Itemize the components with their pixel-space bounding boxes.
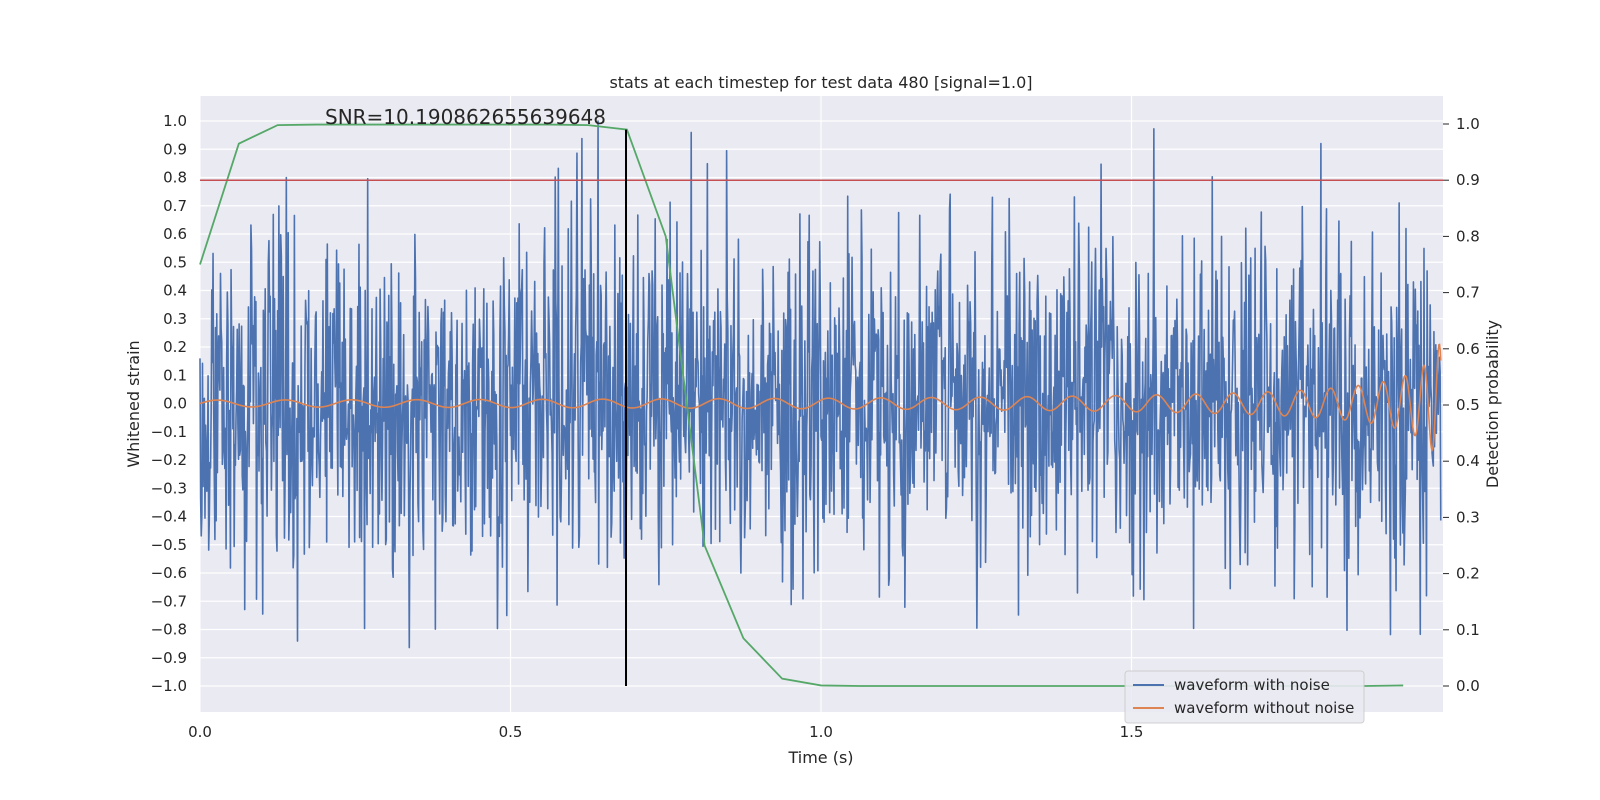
y-tick-label: 0.1 [163,366,187,384]
y-tick-label: −0.8 [151,621,187,639]
y-tick-label: 0.3 [163,310,187,328]
y-right-tick-label: 0.4 [1456,452,1480,470]
y-right-tick-label: 0.6 [1456,340,1480,358]
y-right-tick-label: 0.8 [1456,227,1480,245]
x-axis-title: Time (s) [787,748,853,767]
line-waveform-without-noise [199,343,1442,452]
y-tick-label: −0.4 [151,508,187,526]
y-tick-label: 0.0 [163,395,187,413]
snr-annotation: SNR=10.190862655639648 [325,105,606,129]
series-waveform-with-noise [199,120,1442,649]
x-tick-label: 1.0 [809,723,833,741]
x-tick-label: 1.5 [1120,723,1144,741]
y-axis-left: −1.0 −0.9 −0.8 −0.7 −0.6 −0.5 −0.4 −0.3 −0.2 −0.1… [151,112,187,695]
y-tick-label: −0.6 [151,564,187,582]
legend-box [1124,670,1365,724]
y-tick-label: 0.8 [163,169,187,187]
y-tick-label: 0.4 [163,282,187,300]
y-right-tick-label: 0.2 [1456,565,1480,583]
y-right-tick-label: 0.7 [1456,284,1480,302]
y-tick-label: −0.7 [151,592,187,610]
y-tick-label: −0.1 [151,423,187,441]
y-tick-label: −0.9 [151,649,187,667]
legend: waveform with noise waveform without noi… [1124,670,1365,724]
x-tick-label: 0.0 [188,723,212,741]
y-axis-right-title: Detection probability [1483,320,1502,488]
series-waveform-without-noise [199,343,1442,452]
line-waveform-with-noise [199,120,1442,649]
y-axis-title: Whitened strain [124,340,143,467]
y-axis-right: 0.0 0.1 0.2 0.3 0.4 0.5 0.6 0.7 0.8 0.9 1.0 [1443,115,1480,695]
y-tick-label: 1.0 [163,112,187,130]
legend-label-clean: waveform without noise [1174,699,1354,717]
y-right-tick-label: 0.9 [1456,171,1480,189]
y-tick-label: 0.9 [163,140,187,158]
y-right-tick-label: 0.1 [1456,621,1480,639]
y-tick-label: −0.3 [151,479,187,497]
x-tick-label: 0.5 [499,723,523,741]
y-tick-label: −0.5 [151,536,187,554]
y-tick-label: 0.6 [163,225,187,243]
y-tick-label: 0.2 [163,338,187,356]
y-tick-label: −1.0 [151,677,187,695]
x-axis: 0.0 0.5 1.0 1.5 [188,723,1143,741]
chart-title: stats at each timestep for test data 480… [609,73,1032,92]
y-right-tick-label: 1.0 [1456,115,1480,133]
y-tick-label: −0.2 [151,451,187,469]
y-tick-label: 0.7 [163,197,187,215]
legend-label-noise: waveform with noise [1174,676,1330,694]
y-right-tick-label: 0.0 [1456,677,1480,695]
y-right-tick-label: 0.5 [1456,396,1480,414]
y-right-tick-label: 0.3 [1456,508,1480,526]
y-tick-label: 0.5 [163,253,187,271]
